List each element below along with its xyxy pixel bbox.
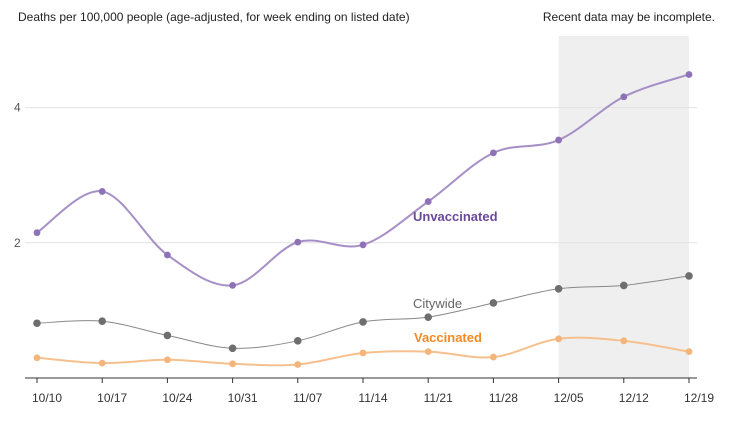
unvaccinated-point bbox=[555, 136, 562, 144]
citywide-point bbox=[685, 272, 693, 280]
incomplete-data-band bbox=[558, 36, 689, 378]
unvaccinated-point bbox=[359, 241, 367, 249]
citywide-point bbox=[98, 317, 106, 326]
citywide-point bbox=[554, 284, 563, 293]
x-tick-label: 11/21 bbox=[424, 391, 453, 405]
unvaccinated-point bbox=[685, 71, 693, 78]
unvaccinated-label: Unvaccinated bbox=[413, 209, 498, 224]
vaccinated-point bbox=[359, 349, 367, 357]
x-tick-label: 11/28 bbox=[489, 391, 518, 405]
y-tick-label: 2 bbox=[14, 236, 21, 250]
x-tick-label: 10/24 bbox=[162, 391, 192, 405]
citywide-point bbox=[228, 344, 237, 353]
citywide-point bbox=[33, 319, 41, 328]
vaccinated-point bbox=[294, 361, 302, 368]
x-tick-label: 12/19 bbox=[684, 391, 714, 405]
citywide-point bbox=[489, 299, 498, 307]
unvaccinated-point bbox=[164, 251, 171, 259]
vaccinated-point bbox=[424, 348, 432, 356]
y-tick-label: 4 bbox=[14, 101, 21, 115]
unvaccinated-point bbox=[490, 149, 497, 157]
chart-title: Deaths per 100,000 people (age-adjusted,… bbox=[18, 10, 410, 24]
x-tick-label: 10/10 bbox=[32, 391, 62, 405]
unvaccinated-point bbox=[620, 93, 628, 101]
x-tick-label: 12/05 bbox=[554, 391, 584, 405]
vaccinated-point bbox=[490, 353, 497, 361]
citywide-label: Citywide bbox=[413, 296, 462, 311]
vaccinated-label: Vaccinated bbox=[414, 330, 482, 345]
x-tick-label: 11/07 bbox=[293, 391, 322, 405]
vaccinated-point bbox=[620, 337, 628, 345]
unvaccinated-point bbox=[294, 238, 302, 246]
x-tick-label: 10/17 bbox=[97, 391, 127, 405]
citywide-point bbox=[163, 331, 172, 340]
vaccinated-point bbox=[98, 359, 106, 367]
incomplete-data-note: Recent data may be incomplete. bbox=[542, 10, 715, 24]
x-tick-label: 10/31 bbox=[228, 391, 258, 405]
unvaccinated-point bbox=[229, 281, 237, 289]
vaccinated-point bbox=[164, 356, 171, 364]
citywide-point bbox=[294, 337, 302, 345]
citywide-point bbox=[620, 281, 628, 290]
vaccinated-point bbox=[229, 360, 237, 368]
x-tick-label: 12/12 bbox=[619, 391, 649, 405]
vaccinated-point bbox=[33, 354, 41, 362]
vaccinated-point bbox=[555, 335, 562, 343]
unvaccinated-point bbox=[33, 229, 41, 237]
x-tick-label: 11/14 bbox=[358, 391, 387, 405]
vaccinated-point bbox=[685, 348, 693, 356]
unvaccinated-point bbox=[424, 198, 432, 205]
unvaccinated-point bbox=[98, 188, 106, 195]
citywide-point bbox=[359, 318, 367, 326]
citywide-point bbox=[424, 313, 433, 321]
